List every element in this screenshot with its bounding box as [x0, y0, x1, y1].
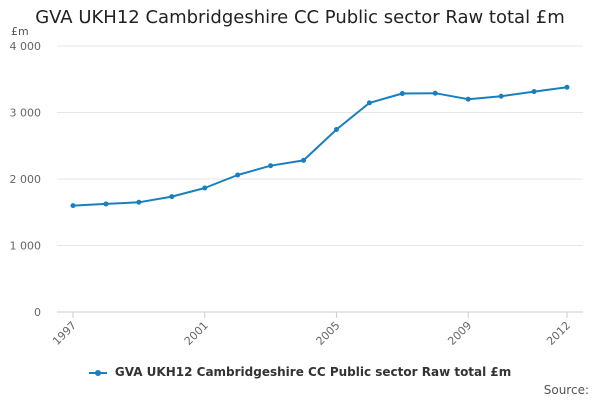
data-point: [432, 90, 438, 96]
x-tick-label: 1997: [50, 319, 79, 348]
data-point: [399, 91, 405, 97]
data-point: [531, 89, 537, 95]
y-axis-unit-label: £m: [11, 25, 29, 38]
legend-series-label: GVA UKH12 Cambridgeshire CC Public secto…: [114, 365, 512, 379]
data-point: [202, 185, 208, 191]
y-tick-label: 2 000: [10, 173, 42, 186]
data-point: [465, 96, 471, 102]
data-point: [235, 172, 241, 178]
data-point: [498, 93, 504, 99]
y-tick-label: 0: [34, 306, 41, 319]
source-label: Source:: [543, 383, 589, 397]
data-point: [136, 199, 142, 205]
y-tick-label: 1 000: [10, 240, 42, 253]
data-point: [301, 157, 307, 163]
x-tick-label: 2005: [314, 319, 343, 348]
data-point: [366, 100, 372, 106]
data-point: [103, 201, 109, 207]
x-tick-label: 2001: [182, 319, 211, 348]
y-tick-label: 3 000: [10, 107, 42, 120]
series-line: [72, 86, 568, 207]
legend-series-symbol: [88, 368, 107, 378]
x-tick-label: 2009: [445, 319, 474, 348]
legend-marker-swatch: [94, 369, 101, 376]
chart-title: GVA UKH12 Cambridgeshire CC Public secto…: [35, 7, 565, 28]
data-point: [268, 163, 274, 169]
data-point: [70, 203, 76, 209]
legend[interactable]: GVA UKH12 Cambridgeshire CC Public secto…: [0, 365, 600, 379]
y-tick-label: 4 000: [10, 40, 42, 53]
x-tick-label: 2012: [544, 319, 573, 348]
data-point: [333, 126, 339, 132]
data-point: [169, 194, 175, 200]
data-point: [564, 84, 570, 90]
